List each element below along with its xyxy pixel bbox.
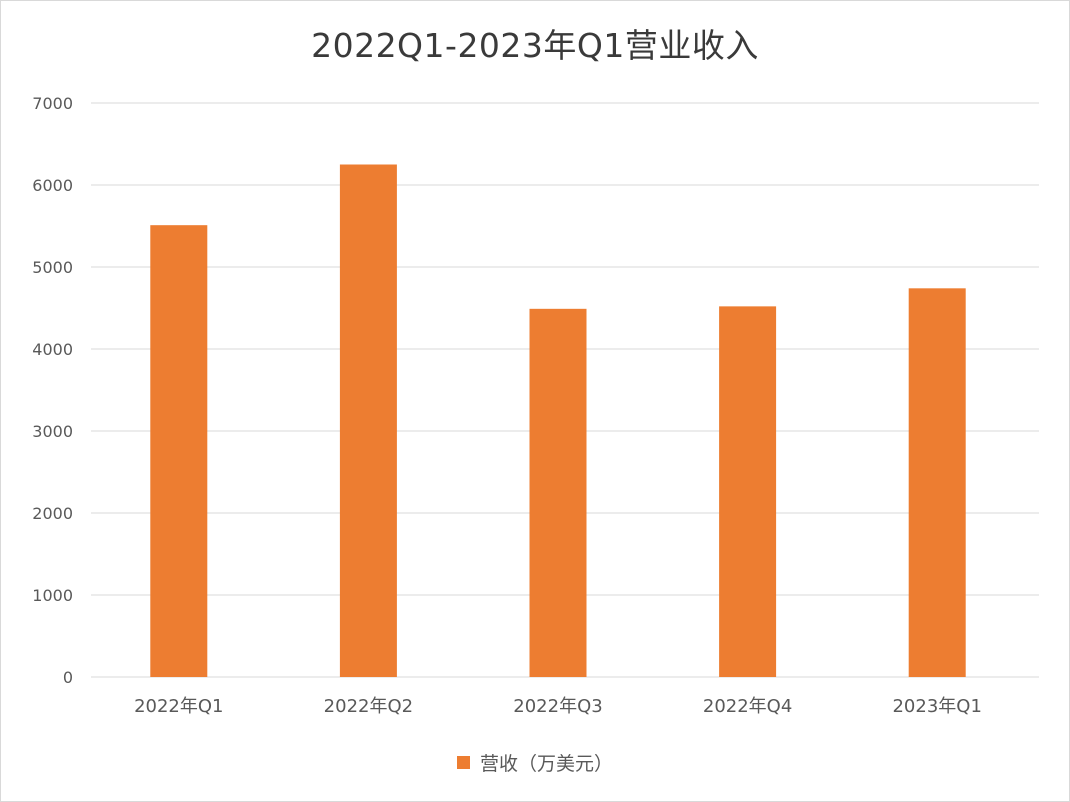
- y-tick-label: 5000: [32, 258, 73, 277]
- bar: [339, 164, 397, 677]
- x-category-label: 2022年Q2: [324, 696, 413, 717]
- y-tick-label: 3000: [32, 422, 73, 441]
- x-category-label: 2022年Q1: [134, 696, 223, 717]
- bar: [908, 288, 966, 677]
- x-axis-labels: 2022年Q1 2022年Q2 2022年Q3 2022年Q4 2023年Q1: [134, 696, 982, 717]
- y-tick-label: 0: [63, 668, 73, 687]
- x-category-label: 2022年Q3: [513, 696, 602, 717]
- x-category-label: 2023年Q1: [892, 696, 981, 717]
- y-tick-label: 2000: [32, 504, 73, 523]
- legend-label: 营收（万美元）: [479, 753, 613, 775]
- y-tick-label: 6000: [32, 176, 73, 195]
- y-tick-label: 1000: [32, 586, 73, 605]
- y-axis-ticks: 0 1000 2000 3000 4000 5000 6000 7000: [32, 94, 73, 687]
- y-tick-label: 7000: [32, 94, 73, 113]
- x-category-label: 2022年Q4: [703, 696, 792, 717]
- bar: [150, 225, 208, 677]
- bar: [529, 308, 587, 677]
- legend-swatch: [456, 756, 470, 769]
- chart-title: 2022Q1-2023年Q1营业收入: [311, 26, 759, 65]
- y-tick-label: 4000: [32, 340, 73, 359]
- bar: [719, 306, 777, 677]
- legend: 营收（万美元）: [1, 749, 1069, 776]
- bars: [150, 164, 966, 677]
